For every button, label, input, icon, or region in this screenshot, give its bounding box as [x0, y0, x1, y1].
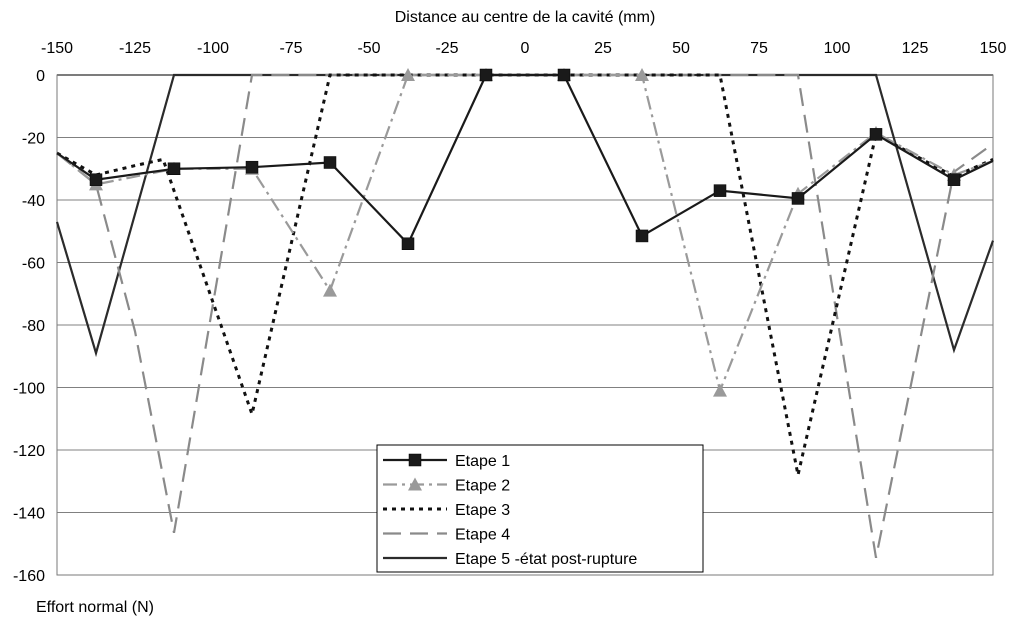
triangle-marker — [635, 68, 649, 81]
series-2 — [56, 68, 994, 397]
legend: Etape 1 Etape 2 Etape 3 Etape 4 Etape 5 -éta… — [376, 444, 704, 573]
x-tick-label: 100 — [824, 40, 851, 57]
legend-label: Etape 2 — [455, 478, 510, 495]
square-marker — [479, 68, 493, 82]
square-marker — [557, 68, 571, 82]
legend-entry-4: Etape 4 — [383, 527, 510, 544]
y-tick-label: 0 — [36, 68, 45, 85]
square-marker — [713, 184, 727, 197]
x-tick-label: 75 — [750, 40, 768, 57]
y-axis-title: Effort normal (N) — [36, 599, 154, 616]
series-line — [56, 73, 994, 395]
square-marker — [323, 156, 337, 169]
legend-label: Etape 1 — [455, 453, 510, 470]
x-tick-label: -125 — [119, 40, 151, 57]
x-tick-label: 50 — [672, 40, 690, 57]
x-tick-label: 125 — [902, 40, 929, 57]
x-tick-label: 150 — [980, 40, 1007, 57]
series-1 — [56, 68, 994, 250]
series-layer — [55, 68, 995, 559]
square-marker — [401, 237, 415, 250]
triangle-marker — [323, 283, 337, 297]
square-marker — [89, 173, 103, 186]
series-4 — [56, 73, 994, 559]
square-marker — [947, 173, 961, 186]
x-tick-label: -50 — [357, 40, 380, 57]
legend-entry-2: Etape 2 — [383, 477, 510, 495]
x-axis-title: Distance au centre de la cavité (mm) — [395, 9, 656, 26]
y-tick-label: -120 — [13, 443, 45, 460]
y-tick-label: -60 — [22, 256, 45, 273]
series-line — [55, 73, 995, 358]
legend-entry-1: Etape 1 — [383, 453, 510, 470]
y-axis-tick-labels: 0 -20 -40 -60 -80 -100 -120 -140 -160 — [13, 68, 45, 585]
x-tick-label: 0 — [521, 40, 530, 57]
y-tick-label: -80 — [22, 318, 45, 335]
y-tick-label: -140 — [13, 506, 45, 523]
square-marker — [167, 162, 181, 175]
series-line — [56, 73, 994, 246]
legend-label: Etape 5 -état post-rupture — [455, 551, 637, 568]
legend-entry-5: Etape 5 -état post-rupture — [383, 551, 637, 568]
x-tick-label: -75 — [279, 40, 302, 57]
triangle-marker — [408, 477, 422, 491]
series-5 — [55, 73, 995, 358]
x-tick-label: -100 — [197, 40, 229, 57]
legend-entry-3: Etape 3 — [383, 502, 510, 519]
triangle-marker — [713, 383, 727, 397]
y-tick-label: -100 — [13, 381, 45, 398]
square-marker — [635, 229, 649, 243]
square-marker — [245, 160, 259, 174]
square-marker — [408, 453, 422, 467]
square-marker — [869, 128, 883, 141]
x-axis-tick-labels: -150 -125 -100 -75 -50 -25 0 25 50 75 100 125 150 — [41, 40, 1006, 57]
x-tick-label: -25 — [435, 40, 458, 57]
legend-label: Etape 4 — [455, 527, 510, 544]
y-tick-label: -20 — [22, 131, 45, 148]
x-tick-label: -150 — [41, 40, 73, 57]
legend-label: Etape 3 — [455, 502, 510, 519]
series-line — [56, 73, 994, 559]
y-tick-label: -40 — [22, 193, 45, 210]
x-tick-label: 25 — [594, 40, 612, 57]
triangle-marker — [401, 68, 415, 81]
square-marker — [791, 192, 805, 205]
y-tick-label: -160 — [13, 568, 45, 585]
